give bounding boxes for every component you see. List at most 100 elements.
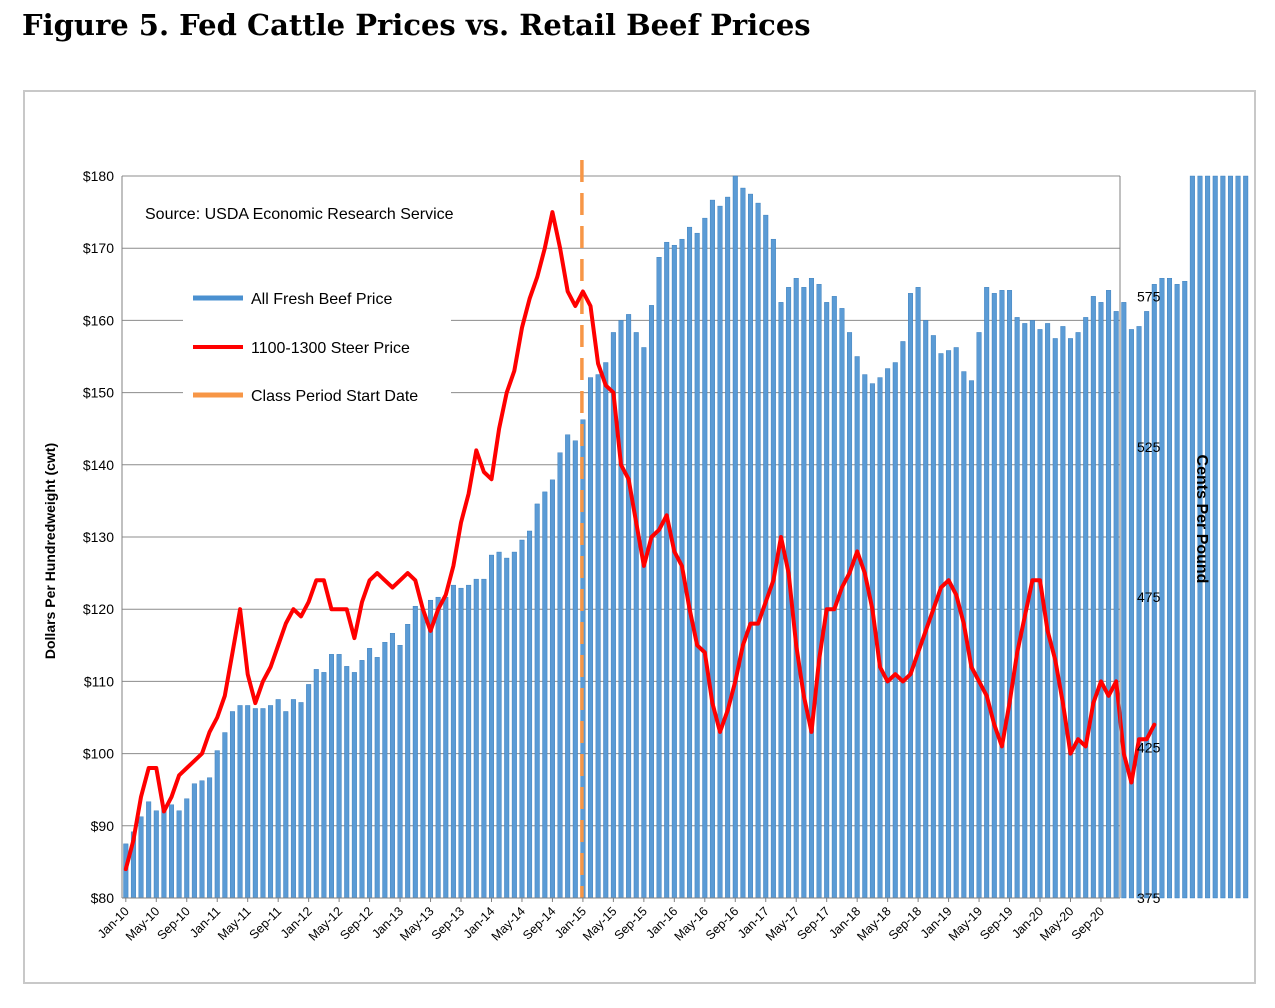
bar-fresh-beef [1098, 302, 1104, 899]
x-tick-label: May-15 [580, 904, 619, 943]
bar-fresh-beef [534, 503, 540, 899]
bar-fresh-beef [984, 287, 990, 899]
bar-fresh-beef [687, 226, 693, 899]
y-tick-label: $90 [91, 818, 115, 834]
bar-fresh-beef [359, 660, 365, 899]
y-tick-label: $120 [83, 601, 114, 617]
bar-fresh-beef [953, 347, 959, 899]
bar-fresh-beef [603, 362, 609, 899]
bar-fresh-beef [816, 284, 822, 899]
bar-fresh-beef [252, 708, 258, 899]
steer-price-line [123, 210, 1157, 872]
bar-fresh-beef [420, 609, 426, 899]
bar-fresh-beef [389, 633, 395, 899]
bar-fresh-beef [755, 202, 761, 899]
legend: All Fresh Beef Price 1100-1300 Steer Pric… [183, 278, 451, 420]
bar-fresh-beef [268, 705, 274, 899]
x-tick-label: May-16 [672, 904, 711, 943]
bar-fresh-beef [717, 205, 723, 899]
bar-fresh-beef [725, 196, 731, 899]
legend-label: Class Period Start Date [251, 388, 418, 405]
y-axis-title: Dollars Per Hundredweight (cwt) [42, 443, 58, 659]
bar-fresh-beef [1075, 332, 1081, 899]
bar-fresh-beef [146, 801, 152, 899]
bar-fresh-beef [161, 807, 167, 899]
bar-fresh-beef [732, 175, 738, 899]
legend-label: 1100-1300 Steer Price [251, 340, 410, 357]
bar-fresh-beef [504, 557, 510, 899]
bar-fresh-beef [915, 287, 921, 899]
legend-label: All Fresh Beef Price [251, 291, 392, 308]
bar-fresh-beef [565, 434, 571, 899]
bar-fresh-beef [1227, 175, 1233, 899]
bar-fresh-beef [527, 530, 533, 899]
y-tick-label: $80 [91, 890, 115, 906]
bar-fresh-beef [153, 810, 159, 899]
bar-fresh-beef [1128, 329, 1134, 899]
bar-fresh-beef [245, 705, 251, 899]
bar-fresh-beef [1052, 338, 1058, 899]
y-tick-label: $170 [83, 240, 114, 256]
bar-fresh-beef [763, 214, 769, 899]
bar-fresh-beef [1029, 320, 1035, 899]
bar-fresh-beef [214, 750, 220, 899]
bar-fresh-beef [1060, 326, 1066, 899]
y2-axis-title: Cents Per Pound [1193, 455, 1210, 584]
line-series-steer-price [123, 210, 1157, 872]
bar-fresh-beef [191, 783, 197, 899]
bar-fresh-beef [1136, 326, 1142, 899]
bar-fresh-beef [801, 287, 807, 899]
bar-fresh-beef [283, 711, 289, 899]
bar-fresh-beef [595, 374, 601, 899]
bar-fresh-beef [275, 699, 281, 899]
bar-fresh-beef [397, 645, 403, 899]
bar-fresh-beef [671, 244, 677, 899]
bar-fresh-beef [976, 332, 982, 899]
bar-fresh-beef [1106, 290, 1112, 899]
bar-fresh-beef [740, 187, 746, 899]
bar-fresh-beef [946, 350, 952, 899]
bar-fresh-beef [222, 732, 228, 899]
bar-fresh-beef [618, 320, 624, 899]
bar-fresh-beef [778, 302, 784, 899]
bar-fresh-beef [1167, 278, 1173, 899]
bar-fresh-beef [1014, 317, 1020, 899]
bar-fresh-beef [321, 672, 327, 899]
bar-fresh-beef [1243, 175, 1249, 899]
x-tick-label: May-19 [946, 904, 985, 943]
bar-fresh-beef [542, 491, 548, 899]
y-tick-label: $100 [83, 746, 114, 762]
bar-fresh-beef [511, 551, 517, 899]
bar-fresh-beef [374, 657, 380, 899]
y-tick-label: $150 [83, 385, 114, 401]
bar-fresh-beef [1174, 284, 1180, 899]
bar-fresh-beef [1121, 302, 1127, 899]
chart-frame: $80 $90 $100 $110 $120 $130 $140 $150 $160 $170 $1… [23, 90, 1256, 984]
bar-fresh-beef [991, 293, 997, 899]
x-tick-label: May-11 [215, 904, 254, 943]
bar-fresh-beef [458, 587, 464, 899]
source-note: Source: USDA Economic Research Service [145, 206, 454, 223]
bar-fresh-beef [648, 305, 654, 899]
bar-fresh-beef [694, 232, 700, 899]
bar-fresh-beef [968, 380, 974, 899]
y-tick-label: $130 [83, 529, 114, 545]
bar-fresh-beef [184, 798, 190, 899]
bar-fresh-beef [313, 669, 319, 899]
bar-fresh-beef [702, 217, 708, 899]
x-tick-label: Sep-15 [612, 904, 650, 942]
bar-fresh-beef [869, 383, 875, 899]
chart-svg: $80 $90 $100 $110 $120 $130 $140 $150 $160 $170 $1… [42, 160, 1249, 944]
bar-fresh-beef [588, 377, 594, 899]
bar-fresh-beef [839, 308, 845, 899]
bar-fresh-beef [176, 810, 182, 899]
bar-fresh-beef [1090, 296, 1096, 899]
bar-series-fresh-beef [123, 175, 1249, 899]
bar-fresh-beef [748, 193, 753, 899]
x-tick-label: Sep-17 [794, 904, 832, 942]
bar-fresh-beef [656, 257, 662, 899]
bar-fresh-beef [351, 672, 357, 899]
bar-fresh-beef [382, 642, 388, 899]
bar-fresh-beef [1113, 311, 1119, 899]
bar-fresh-beef [412, 605, 418, 899]
